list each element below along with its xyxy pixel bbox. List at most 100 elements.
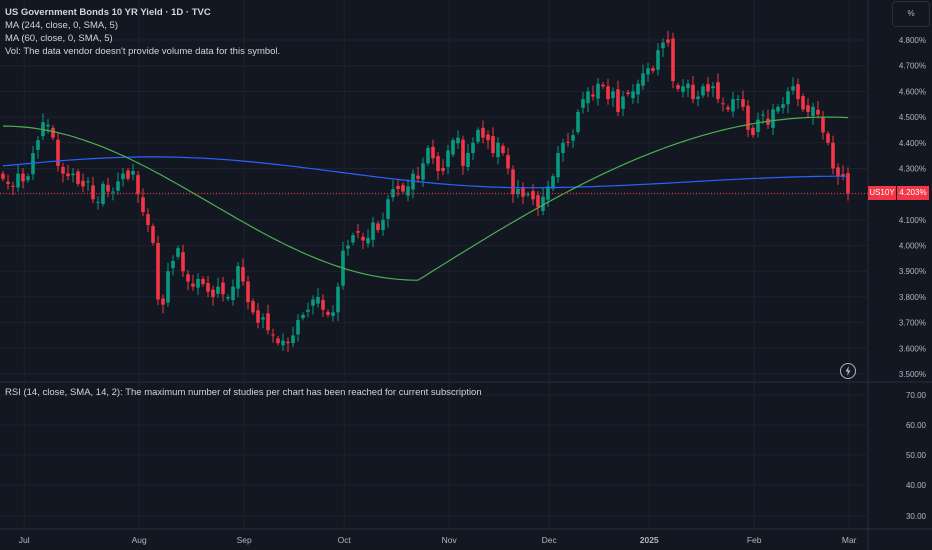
candle xyxy=(481,127,485,138)
candle xyxy=(406,186,410,196)
candle xyxy=(806,105,810,112)
chart-title: US Government Bonds 10 YR Yield · 1D · T… xyxy=(5,7,211,18)
candle xyxy=(386,199,390,219)
symbol-tag: US10Y xyxy=(868,186,896,200)
candle xyxy=(631,91,635,99)
y-tick-label: 3.800% xyxy=(899,293,926,302)
candle xyxy=(206,283,210,292)
candle xyxy=(496,142,500,158)
candle xyxy=(21,173,25,182)
candle xyxy=(641,73,645,86)
candle xyxy=(531,191,535,200)
candle xyxy=(71,173,75,176)
candle xyxy=(776,106,780,112)
candle xyxy=(246,281,250,303)
candle xyxy=(671,38,675,82)
candle xyxy=(551,176,555,189)
rsi-tick-label: 50.00 xyxy=(906,451,927,460)
candle xyxy=(146,214,150,225)
candle xyxy=(306,309,310,312)
x-tick-label: Nov xyxy=(442,535,458,545)
candle xyxy=(281,340,285,346)
candle xyxy=(366,237,370,244)
candle xyxy=(456,137,460,144)
candle xyxy=(586,91,590,104)
candle xyxy=(221,282,225,295)
rsi-legend: RSI (14, close, SMA, 14, 2): The maximum… xyxy=(5,387,482,398)
candle xyxy=(466,153,470,167)
candle xyxy=(151,226,155,243)
candle xyxy=(431,146,435,159)
candle xyxy=(676,85,680,89)
candle xyxy=(651,68,655,71)
candle xyxy=(76,171,80,184)
candle xyxy=(801,96,805,110)
y-tick-label: 4.500% xyxy=(899,113,926,122)
candle xyxy=(611,91,615,99)
candle xyxy=(826,133,830,143)
candle xyxy=(316,296,320,304)
candle xyxy=(661,42,665,49)
candle xyxy=(356,231,360,233)
candle xyxy=(91,185,95,200)
candle xyxy=(26,176,30,181)
candle xyxy=(261,317,265,320)
y-tick-label: 3.500% xyxy=(899,370,926,379)
candle xyxy=(701,86,705,96)
lightning-icon[interactable] xyxy=(840,363,856,379)
candle xyxy=(511,169,515,195)
candle xyxy=(201,278,205,285)
x-tick-label: 2025 xyxy=(640,535,659,545)
candle xyxy=(276,338,280,344)
candle xyxy=(101,183,105,204)
price-tag: 4.203% xyxy=(897,186,929,200)
y-tick-label: 4.700% xyxy=(899,62,926,71)
candle xyxy=(191,283,195,287)
candle xyxy=(166,271,170,303)
candle xyxy=(521,187,525,197)
candle xyxy=(626,92,630,94)
candle xyxy=(36,140,40,150)
unit-button[interactable]: % xyxy=(892,1,930,27)
rsi-tick-label: 40.00 xyxy=(906,481,927,490)
candle xyxy=(16,173,20,188)
candle xyxy=(371,222,375,240)
candle xyxy=(256,310,260,323)
candle xyxy=(596,83,600,99)
candle xyxy=(561,142,565,154)
candle xyxy=(781,104,785,108)
candle xyxy=(691,84,695,100)
candle xyxy=(1,173,5,179)
candle xyxy=(156,242,160,300)
candle xyxy=(461,139,465,166)
candle xyxy=(686,83,690,89)
candle xyxy=(771,109,775,128)
candle xyxy=(331,312,335,316)
candle xyxy=(81,180,85,187)
candle xyxy=(311,299,315,306)
candle xyxy=(616,89,620,112)
candle xyxy=(841,174,845,177)
x-tick-label: Mar xyxy=(842,535,857,545)
candle xyxy=(116,181,120,191)
candle xyxy=(346,245,350,249)
candle xyxy=(636,83,640,95)
candle xyxy=(176,248,180,257)
candle xyxy=(446,150,450,167)
candle xyxy=(126,170,130,179)
candle xyxy=(706,84,710,92)
candle xyxy=(791,86,795,91)
candle xyxy=(526,194,530,196)
candle xyxy=(161,298,165,305)
candle xyxy=(271,334,275,336)
candle xyxy=(196,278,200,288)
y-tick-label: 4.300% xyxy=(899,164,926,173)
y-tick-label: 3.700% xyxy=(899,319,926,328)
candle xyxy=(536,195,540,207)
candle xyxy=(441,167,445,172)
candle xyxy=(716,82,720,100)
candle xyxy=(216,286,220,294)
candle xyxy=(451,140,455,155)
candle xyxy=(51,127,55,138)
